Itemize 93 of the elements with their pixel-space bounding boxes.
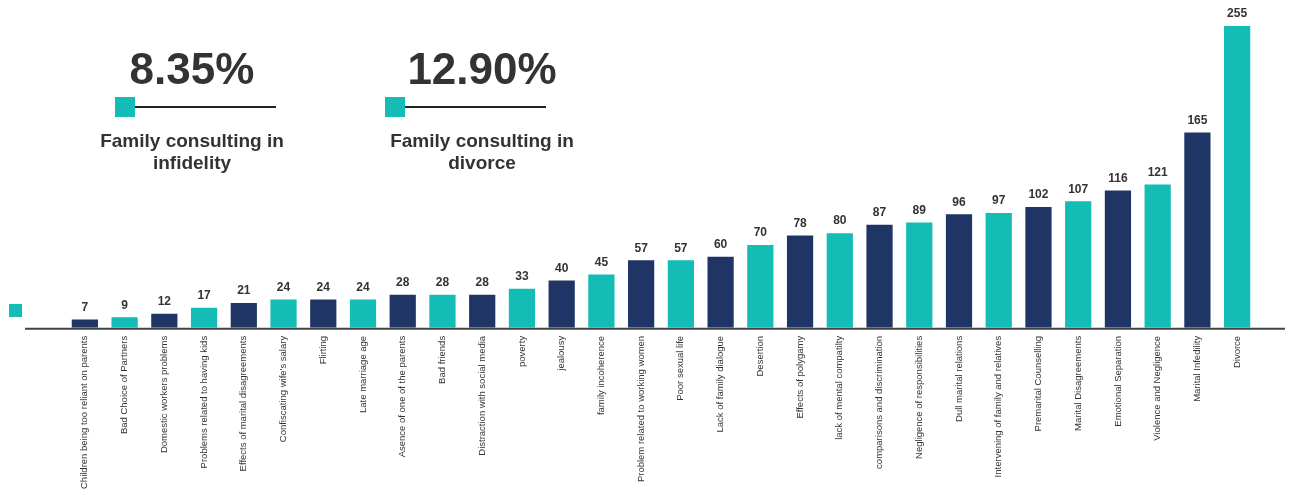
bar: [469, 294, 496, 328]
data-label: 97: [992, 193, 1006, 208]
x-tick-label: Marital Infedility: [1191, 335, 1203, 402]
x-tick-label: Premarital Counselling: [1032, 335, 1044, 432]
data-label: 21: [237, 283, 251, 298]
bar: [1065, 201, 1092, 328]
x-tick-label: Problem related to working women: [634, 335, 646, 483]
data-label: 17: [197, 288, 212, 303]
x-tick-label: Effects of polygamy: [793, 335, 805, 419]
data-label: 96: [952, 194, 966, 209]
data-label: 87: [872, 205, 887, 220]
bar: [1144, 184, 1171, 328]
x-tick-label: Children being too reliant on parents: [78, 335, 90, 489]
bar: [985, 213, 1012, 328]
annotation: Family consulting in divorce: [389, 130, 575, 174]
data-label: 89: [912, 202, 927, 217]
bar: [548, 280, 575, 328]
x-tick-label: comparisons and discrimination: [873, 335, 885, 469]
data-label: 9: [121, 297, 129, 312]
x-tick-label: Late marriage age: [356, 335, 368, 413]
data-label: 78: [793, 215, 808, 230]
data-label: 24: [276, 279, 291, 294]
annotation: Family consulting in infidelity: [99, 130, 285, 174]
bar: [1224, 26, 1251, 328]
bar: [190, 307, 218, 328]
bar: [866, 224, 893, 328]
x-tick-label: Lack of family dialogue: [714, 335, 726, 433]
data-label: 165: [1187, 112, 1208, 127]
data-label: 57: [674, 240, 688, 255]
bar: [1184, 132, 1211, 328]
data-label: 40: [554, 260, 569, 275]
x-tick-label: Negligence of responsibilities: [912, 335, 924, 459]
data-label: 60: [713, 237, 728, 252]
data-label: 28: [396, 275, 410, 290]
x-tick-label: Flirting: [316, 335, 328, 365]
bar: [1025, 207, 1052, 328]
bar: [906, 222, 933, 328]
data-label: 24: [316, 279, 331, 294]
bar: [747, 244, 774, 328]
data-label: 116: [1108, 170, 1128, 185]
annotation: 12.90%: [406, 44, 558, 94]
x-tick-label: Asence of one of the parents: [396, 335, 408, 458]
x-tick-label: Domestic workers problems: [157, 335, 169, 454]
data-label: 121: [1147, 164, 1168, 179]
x-tick-label: Effects of marital disagreements: [237, 335, 249, 472]
x-tick-label: Divorce: [1230, 335, 1242, 369]
x-tick-label: lack of mental compatilty: [833, 335, 845, 440]
bar: [270, 299, 297, 328]
data-label: 24: [356, 279, 370, 294]
bar: [349, 299, 377, 328]
data-label: 45: [594, 254, 609, 269]
bar: [429, 294, 456, 328]
data-label: 80: [833, 213, 847, 228]
x-tick-label: Bad friends: [436, 335, 448, 384]
bar: [945, 214, 973, 328]
x-tick-label: Marital Disagreements: [1071, 335, 1083, 431]
bar: [667, 260, 694, 328]
bar: [310, 299, 337, 328]
bar: [826, 233, 853, 328]
data-label: 33: [515, 269, 529, 284]
data-label: 102: [1028, 187, 1049, 202]
x-tick-label: jealousy: [555, 335, 567, 372]
bar: [786, 235, 814, 328]
bar: [151, 313, 178, 328]
bar: [707, 256, 734, 328]
x-tick-label: Confiscating wife's salary: [277, 335, 289, 443]
x-tick-label: Desertion: [753, 335, 765, 377]
data-label: 28: [475, 275, 490, 290]
x-tick-label: Violence and Negligence: [1151, 335, 1163, 441]
bar: [1104, 190, 1132, 328]
x-tick-label: family incoherence: [595, 335, 607, 416]
bar: [389, 294, 416, 328]
data-label: 57: [634, 240, 649, 255]
bar: [508, 288, 536, 328]
x-tick-label: Problems related to having kids: [197, 335, 209, 469]
data-label: 12: [157, 293, 172, 308]
data-label: 107: [1068, 181, 1089, 196]
data-label: 70: [753, 225, 768, 240]
x-tick-label: poverty: [515, 335, 527, 367]
bar: [628, 260, 655, 328]
data-label: 7: [81, 299, 89, 314]
data-label: 28: [435, 275, 450, 290]
x-tick-label: Bad Choice of Partners: [118, 335, 130, 435]
x-tick-label: Emotional Separation: [1111, 335, 1123, 427]
annotation: 8.35%: [128, 44, 256, 94]
x-tick-label: Intervening of family and relatives: [992, 335, 1004, 478]
bar: [230, 302, 257, 328]
x-tick-label: Dull marital relations: [952, 335, 964, 422]
data-label: 255: [1227, 6, 1248, 21]
x-tick-label: Distraction with social media: [475, 335, 487, 456]
bar: [111, 317, 138, 328]
x-tick-label: Poor sexual life: [674, 335, 686, 401]
bar: [588, 274, 615, 328]
